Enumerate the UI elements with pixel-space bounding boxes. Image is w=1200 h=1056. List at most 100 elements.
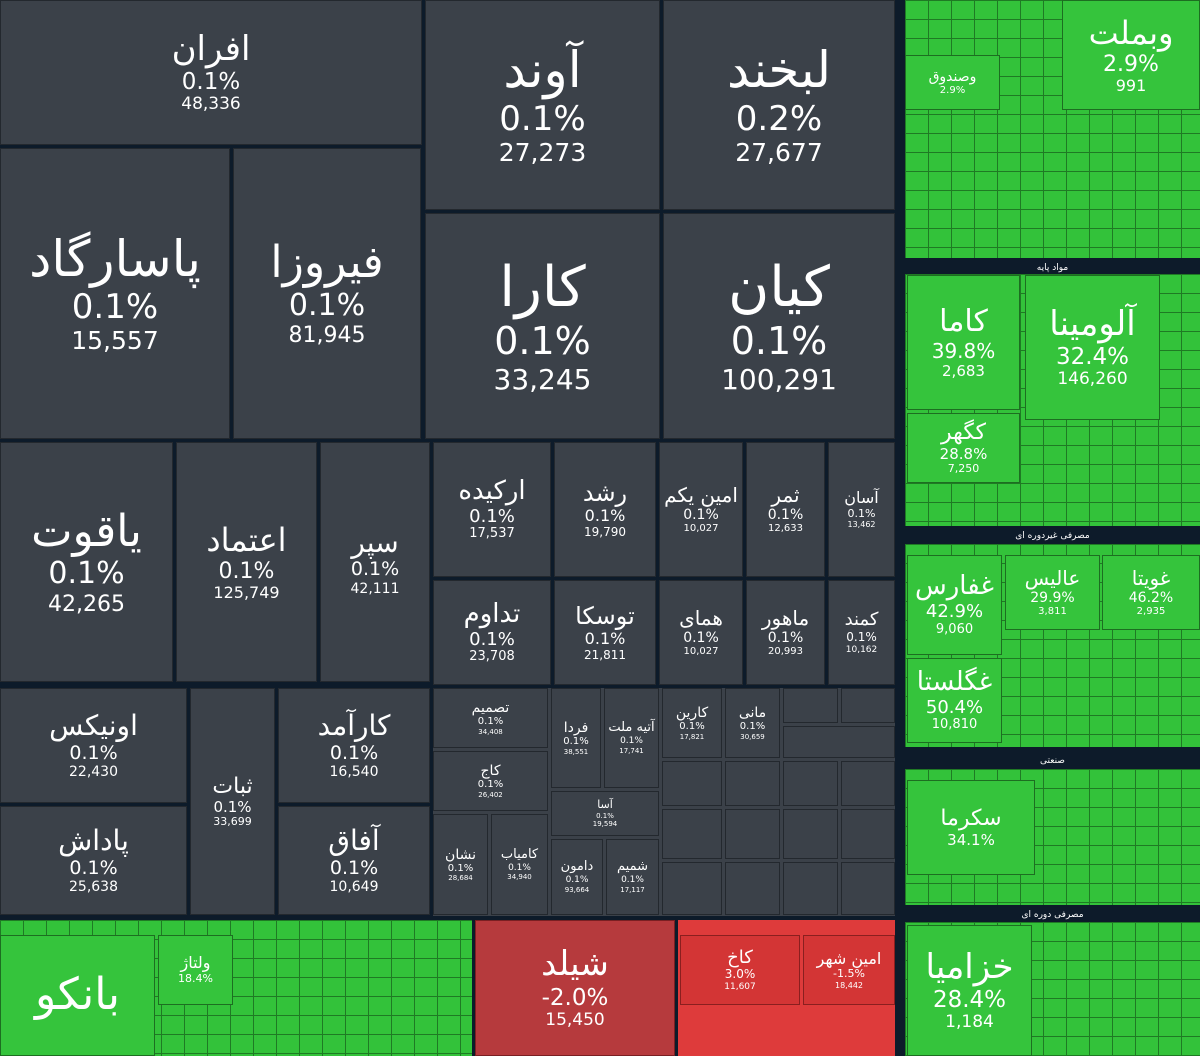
tile-name: عالیس: [1024, 566, 1081, 591]
tile: [841, 688, 895, 723]
tile: امین شهر -1.5% 18,442: [803, 935, 895, 1005]
tile: ولتاژ 18.4%: [158, 935, 233, 1005]
tile-name: دامون: [560, 859, 594, 875]
tile-change: 42.9%: [925, 601, 984, 623]
tile-name: سپر: [351, 525, 399, 559]
tile-name: سکرما: [940, 806, 1002, 832]
tile: پاداش 0.1% 25,638: [0, 806, 187, 915]
tile: ثمر 0.1% 12,633: [746, 442, 825, 577]
tile: همای 0.1% 10,027: [659, 580, 743, 685]
tile-change: 0.1%: [288, 287, 366, 323]
tile: امین یکم 0.1% 10,027: [659, 442, 743, 577]
tile: [841, 862, 895, 915]
tile-change: 2.9%: [939, 84, 966, 96]
tile-change: 0.1%: [477, 716, 504, 728]
tile-volume: 93,664: [564, 885, 590, 894]
tile: آوند 0.1% 27,273: [425, 0, 660, 210]
tile-volume: 33,699: [213, 815, 252, 829]
tile-change: 34.1%: [947, 830, 995, 849]
tile-volume: 19,790: [584, 524, 626, 539]
tile: کیان 0.1% 100,291: [663, 213, 895, 439]
tile: غویتا 46.2% 2,935: [1102, 555, 1200, 630]
tile-change: 0.1%: [469, 628, 515, 650]
tile: ثبات 0.1% 33,699: [190, 688, 275, 915]
tile-name: آفاق: [328, 824, 380, 858]
section-header: مصرفی دوره ای: [905, 909, 1200, 921]
tile-volume: 7,250: [947, 461, 980, 475]
tile-volume: 10,649: [329, 879, 379, 896]
tile-change: 0.1%: [469, 505, 515, 527]
tile-volume: 12,633: [768, 523, 803, 535]
tile-name: ارکیده: [458, 475, 526, 506]
tile-name: کمند: [844, 609, 879, 631]
tile-change: 0.1%: [730, 319, 828, 364]
tile: [662, 761, 722, 806]
tile-volume: 9,060: [935, 621, 974, 637]
tile-change: 0.1%: [494, 319, 591, 364]
tile-change: 0.1%: [69, 741, 118, 764]
tile-volume: 18,442: [835, 980, 863, 990]
tile-change: 46.2%: [1128, 590, 1174, 607]
tile-volume: 17,537: [469, 526, 515, 542]
tile-volume: 26,402: [478, 790, 503, 799]
tile-name: یاقوت: [31, 505, 142, 557]
tile: لبخند 0.2% 27,677: [663, 0, 895, 210]
tile-change: 0.1%: [477, 779, 504, 791]
tile: شیلد -2.0% 15,450: [475, 920, 675, 1056]
tile-change: 0.1%: [683, 630, 719, 647]
tile-name: آسان: [844, 488, 879, 508]
tile-name: کگهر: [941, 420, 986, 446]
tile: وبملت 2.9% 991: [1062, 0, 1200, 110]
tile: غفارس 42.9% 9,060: [907, 555, 1002, 655]
tile-volume: 16,540: [329, 764, 379, 781]
tile: مانی 0.1% 30,659: [725, 688, 780, 758]
tile-volume: 17,741: [619, 746, 644, 755]
tile-change: 0.1%: [739, 721, 766, 733]
tile: غگلستا 50.4% 10,810: [907, 658, 1002, 743]
tile-name: شمیم: [617, 859, 648, 875]
tile: کگهر 28.8% 7,250: [907, 413, 1020, 483]
tile-name: تداوم: [463, 598, 521, 629]
tile-change: 0.1%: [69, 856, 118, 879]
tile-name: کارا: [499, 254, 586, 320]
tile-volume: 23,708: [469, 649, 515, 665]
tile-name: رشد: [582, 478, 628, 507]
tile-change: 0.1%: [767, 630, 804, 647]
tile-name: خزامیا: [925, 946, 1014, 987]
tile-change: 18.4%: [178, 971, 213, 985]
tile-name: ماهور: [761, 606, 810, 631]
tile-volume: 10,027: [683, 646, 719, 658]
tile-volume: 22,430: [69, 764, 118, 781]
tile-change: 0.1%: [584, 506, 626, 526]
tile: سپر 0.1% 42,111: [320, 442, 430, 682]
tile: کمند 0.1% 10,162: [828, 580, 895, 685]
tile: کارین 0.1% 17,821: [662, 688, 722, 758]
tile-change: 0.1%: [508, 862, 531, 873]
tile-change: 0.1%: [563, 736, 589, 748]
tile: آتیه ملت 0.1% 17,741: [604, 688, 659, 788]
tile: کاما 39.8% 2,683: [907, 275, 1020, 410]
tile-change: 0.1%: [584, 629, 626, 649]
tile-volume: 100,291: [721, 362, 837, 396]
tile: کاج 0.1% 26,402: [433, 751, 548, 811]
tile-name: امین یکم: [664, 483, 738, 508]
tile-name: مانی: [738, 705, 767, 722]
tile-name: توسکا: [575, 601, 635, 630]
tile-change: 0.1%: [350, 558, 400, 581]
tile-name: ثمر: [771, 483, 800, 508]
tile-change: 0.1%: [596, 811, 614, 820]
tile: آلومینا 32.4% 146,260: [1025, 275, 1160, 420]
tile: [725, 761, 780, 806]
tile: [783, 862, 838, 915]
tile-name: فردا: [563, 720, 589, 737]
tile-name: کیان: [728, 254, 830, 320]
tile: [662, 862, 722, 915]
tile: [783, 688, 838, 723]
tile-name: کاما: [939, 304, 988, 340]
tile-change: 0.1%: [679, 721, 705, 733]
tile: افران 0.1% 48,336: [0, 0, 422, 145]
tile-change: 2.9%: [1103, 51, 1159, 77]
tile: کارآمد 0.1% 16,540: [278, 688, 430, 803]
tile-change: 0.1%: [329, 741, 379, 764]
